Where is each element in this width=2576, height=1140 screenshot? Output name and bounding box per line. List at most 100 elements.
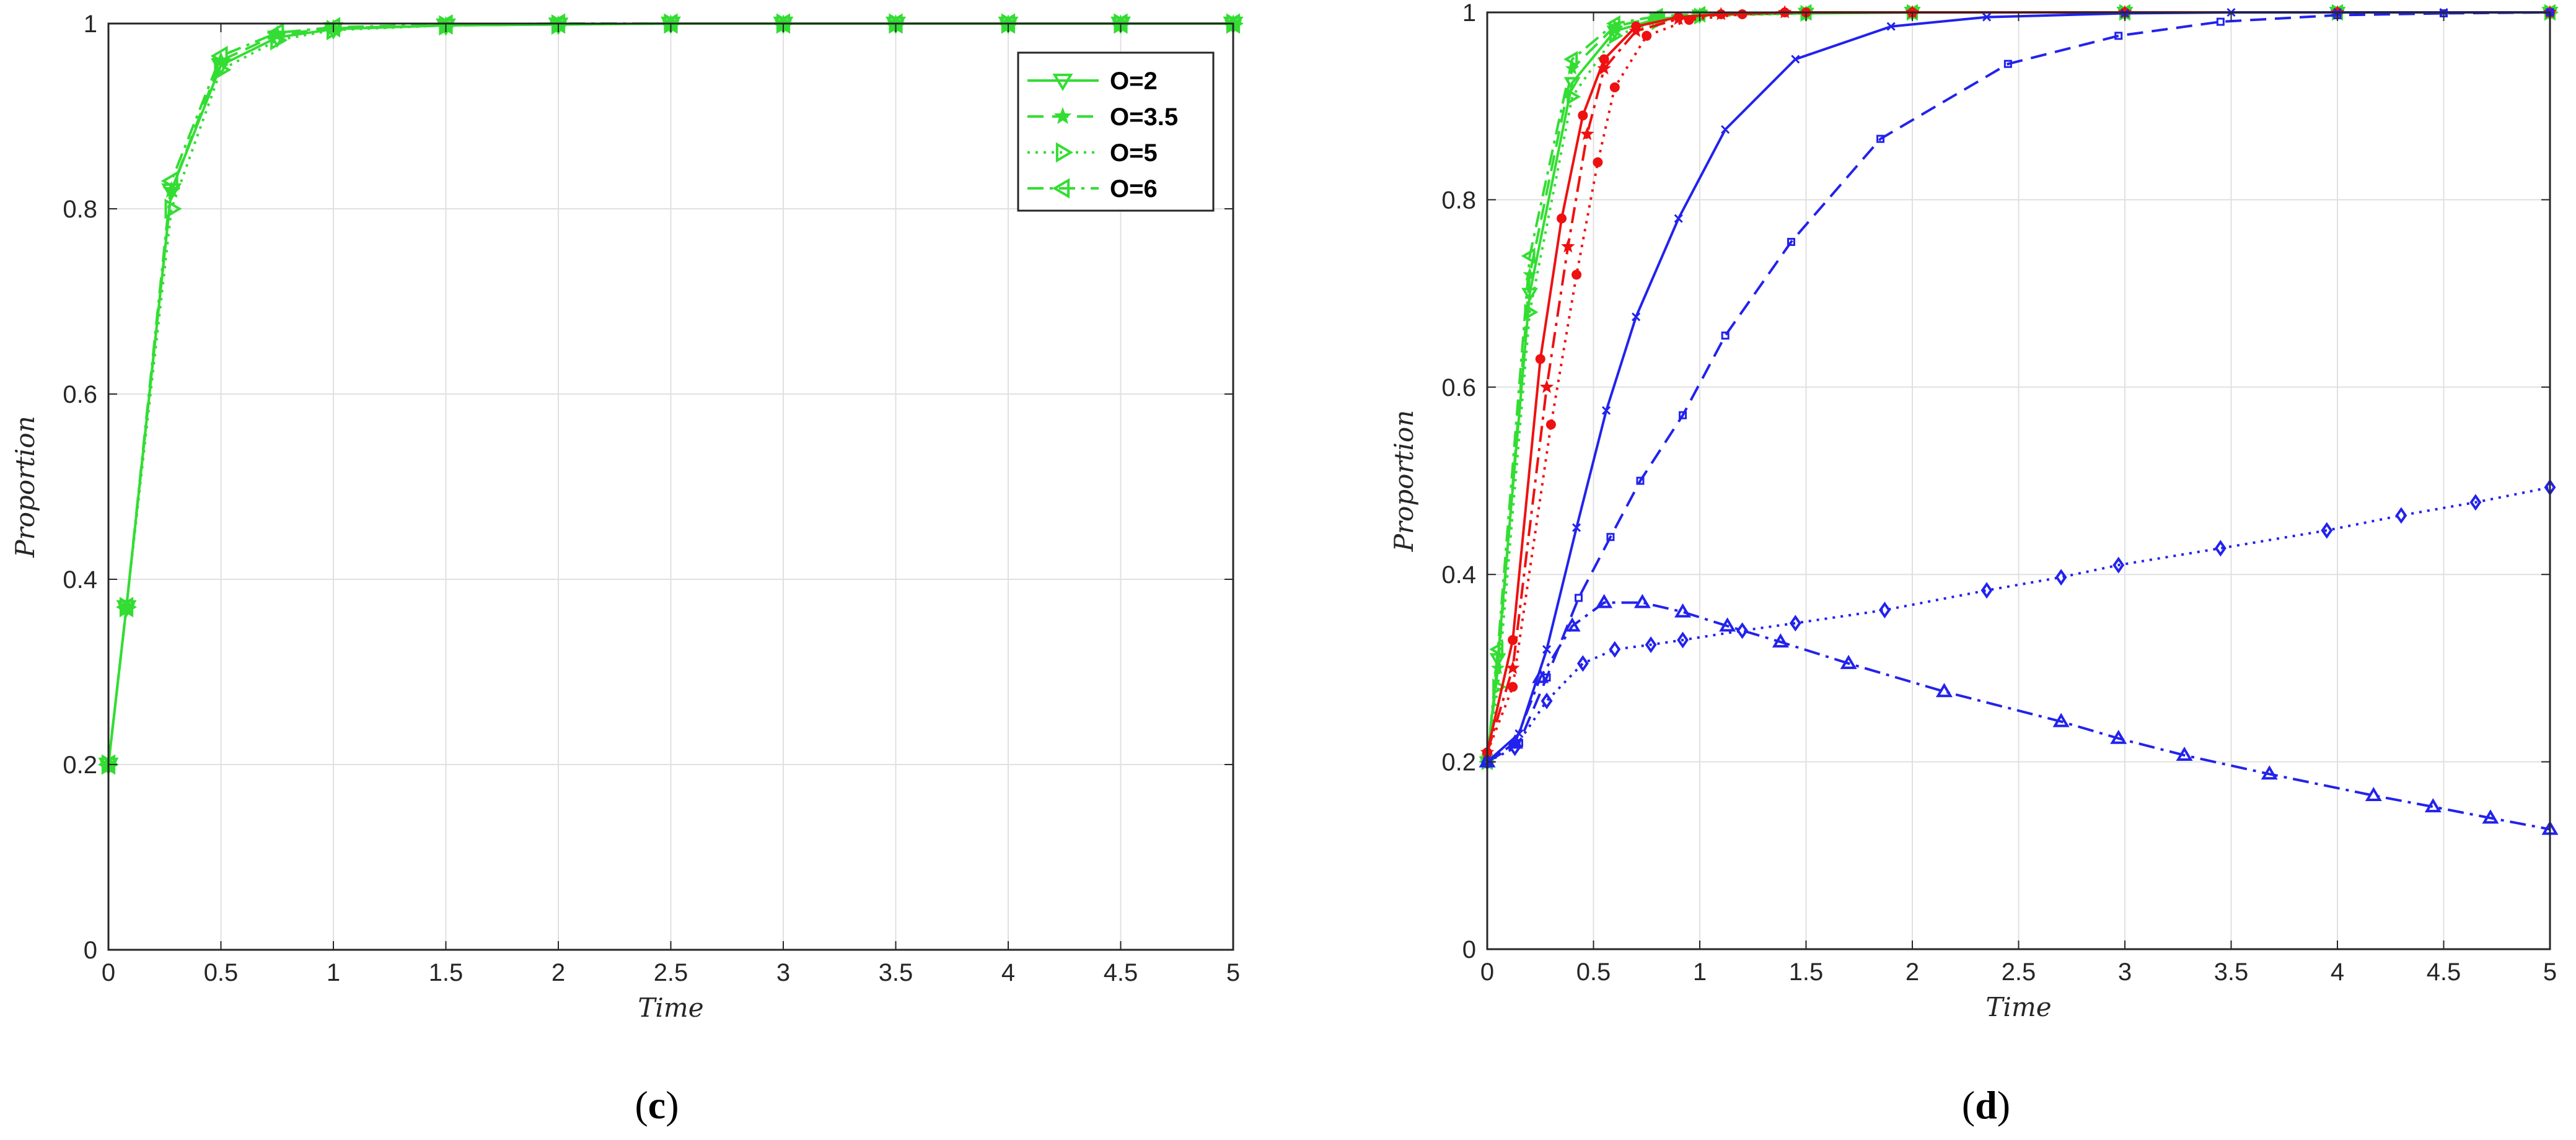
data-point-marker: [1572, 270, 1582, 280]
data-point-marker: [2321, 522, 2333, 539]
data-point-marker: [1677, 631, 1689, 649]
y-tick-label: 0: [84, 937, 97, 964]
data-point-marker: [2055, 569, 2067, 586]
data-point-marker: [1523, 267, 1537, 281]
data-point-marker: [1606, 15, 1620, 32]
legend-label: O=2: [1110, 68, 1158, 95]
y-tick-label: 0.8: [63, 196, 97, 223]
data-point-marker: [1886, 22, 1896, 31]
legend-label: O=3.5: [1110, 103, 1178, 131]
data-point-marker: [2424, 798, 2442, 813]
data-point-marker: [1508, 635, 1518, 646]
x-tick-label: 0: [102, 959, 115, 986]
data-point-marker: [1572, 523, 1581, 532]
data-point-marker: [1053, 107, 1072, 125]
data-point-marker: [2482, 809, 2499, 824]
data-point-marker: [2112, 556, 2125, 574]
x-tick-label: 2.5: [654, 959, 688, 986]
legend-box: [1017, 51, 1215, 212]
data-point-marker: [1545, 419, 1556, 430]
data-point-marker: [1674, 603, 1692, 618]
x-tick-label: 4: [1001, 959, 1015, 986]
data-point-marker: [1982, 12, 1992, 22]
data-point-marker: [1636, 476, 1645, 485]
y-tick-label: 0.4: [1441, 561, 1476, 589]
data-point-marker: [1721, 331, 1730, 340]
x-tick-label: 3.5: [2214, 958, 2249, 986]
data-point-marker: [1521, 247, 1536, 265]
data-point-marker: [1632, 312, 1641, 322]
data-point-marker: [1542, 645, 1552, 654]
data-point-marker: [1532, 669, 1549, 683]
data-point-marker: [1629, 24, 1643, 37]
data-point-marker: [1737, 9, 1747, 20]
data-point-marker: [2395, 507, 2407, 524]
data-point-marker: [2110, 729, 2127, 744]
data-point-marker: [1602, 406, 1611, 415]
data-point-marker: [1505, 660, 1520, 675]
y-axis-title: Proportion: [1389, 410, 1419, 553]
data-point-marker: [2214, 540, 2227, 557]
data-point-marker: [1052, 73, 1073, 91]
data-point-marker: [1489, 641, 1504, 658]
plot-frame: [107, 22, 1234, 951]
plot-frame: [1486, 11, 2551, 950]
x-tick-label: 5: [1226, 959, 1240, 986]
data-point-marker: [1609, 27, 1624, 45]
data-point-marker: [1789, 615, 1801, 632]
data-point-marker: [1606, 533, 1615, 542]
data-point-marker: [1980, 582, 1993, 599]
series-line: [1486, 11, 2551, 763]
data-point-marker: [1684, 15, 1694, 25]
data-point-marker: [1052, 178, 1070, 199]
data-point-marker: [2114, 32, 2123, 40]
axes-frame: [107, 22, 1234, 951]
data-point-marker: [2176, 747, 2193, 761]
data-point-marker: [2261, 765, 2278, 780]
data-point-marker: [1633, 594, 1651, 608]
x-tick-label: 0.5: [204, 959, 239, 986]
x-tick-label: 4: [2331, 958, 2344, 986]
data-point-marker: [210, 45, 228, 66]
tick-labels: 0 0.5 1 1.5 2 2.5 3 3.5 4 4.5 5 0 0.2 0.4 0.6 0.8 1: [63, 11, 1240, 986]
data-point-marker: [1593, 157, 1603, 167]
data-point-marker: [1679, 411, 1687, 419]
data-point-marker: [2003, 59, 2012, 68]
data-point-marker: [1674, 214, 1683, 223]
panel-label-d: (d): [1962, 1083, 2010, 1127]
chart-panel-c: 0 0.5 1 1.5 2 2.5 3 3.5 4 4.5 5 0 0.2 0.4 0.6 0.8 1 Time…: [10, 11, 1244, 1127]
data-point-marker: [1508, 682, 1518, 692]
x-tick-label: 1.5: [429, 959, 464, 986]
data-point-marker: [1563, 617, 1581, 632]
data-point-marker: [1609, 641, 1621, 658]
data-point-marker: [1787, 237, 1795, 246]
x-tick-label: 5: [2543, 958, 2557, 986]
data-point-marker: [2052, 712, 2070, 727]
data-point-marker: [1736, 622, 1749, 639]
data-point-marker: [1574, 594, 1583, 602]
legend-label: O=5: [1110, 139, 1158, 167]
data-point-marker: [1596, 594, 1613, 608]
series-line: [1486, 601, 2551, 831]
y-tick-label: 0.6: [63, 381, 97, 408]
y-tick-label: 0.2: [1441, 749, 1476, 776]
x-tick-label: 0.5: [1576, 958, 1611, 986]
data-point-marker: [1567, 88, 1581, 105]
data-point-marker: [1645, 636, 1657, 654]
y-axis-title: Proportion: [10, 416, 40, 558]
data-point-marker: [1490, 660, 1505, 675]
x-tick-label: 4.5: [1104, 959, 1138, 986]
y-tick-label: 0.8: [1441, 186, 1476, 214]
data-point-marker: [270, 30, 288, 51]
data-point-marker: [1557, 213, 1567, 224]
x-tick-label: 1: [327, 959, 340, 986]
x-tick-label: 0: [1480, 958, 1494, 986]
data-point-marker: [1791, 55, 1800, 64]
data-point-marker: [1772, 633, 1789, 648]
data-point-marker: [1671, 11, 1686, 25]
series-line: [1487, 486, 2551, 763]
x-axis-title: Time: [1985, 992, 2051, 1022]
data-point-marker: [1541, 692, 1553, 709]
data-point-marker: [1609, 82, 1620, 92]
